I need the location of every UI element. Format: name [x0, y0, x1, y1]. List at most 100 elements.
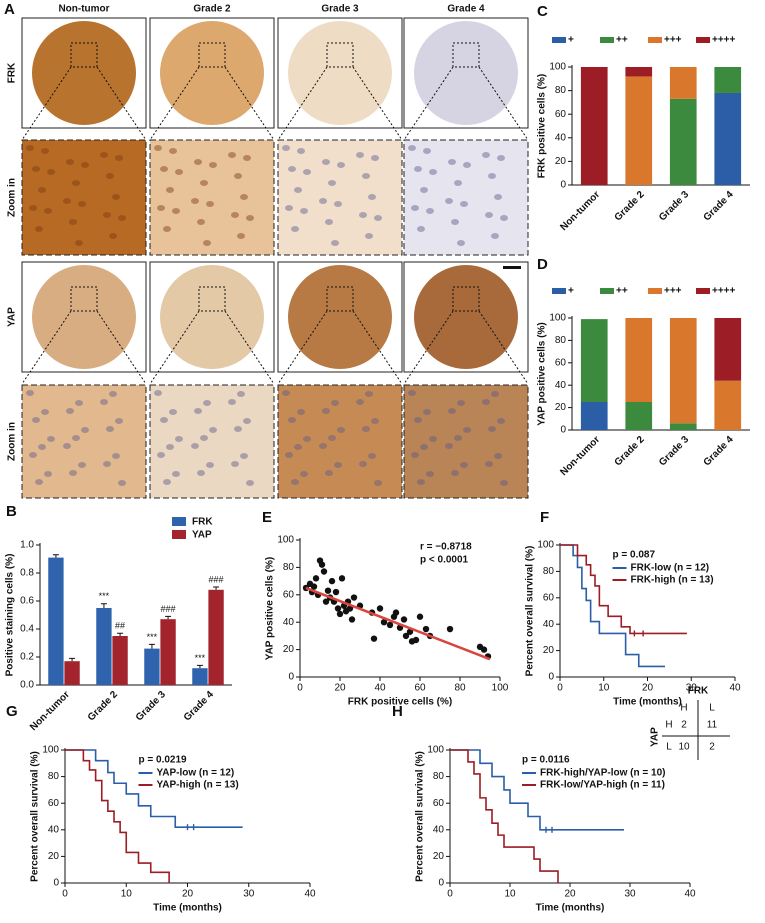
cell-nucleus: [325, 470, 333, 476]
y-tick-label: 40: [283, 617, 295, 628]
y-tick-label: 60: [433, 798, 445, 809]
y-tick-label: 60: [543, 592, 555, 603]
cell-nucleus: [423, 148, 431, 154]
x-tick-label: Grade 4: [702, 189, 736, 223]
error-bar: [196, 664, 203, 669]
zoom-guide: [224, 66, 275, 141]
bar-segment: [669, 67, 697, 99]
cell-nucleus: [228, 152, 236, 158]
cell-nucleus: [414, 166, 422, 172]
survival-curve: [450, 749, 624, 831]
cell-nucleus: [282, 145, 290, 151]
table-col: L: [709, 703, 715, 714]
bar-segment: [669, 318, 697, 424]
cell-nucleus: [491, 233, 499, 239]
legend-label: ++: [616, 286, 628, 297]
tissue-core: [32, 265, 136, 369]
legend-label: FRK-low/YAP-high (n = 11): [540, 780, 665, 791]
zoom-box: [452, 286, 480, 312]
x-tick-label: Grade 4: [702, 434, 736, 468]
zoom-image: [149, 139, 275, 256]
y-tick-label: 20: [543, 645, 555, 656]
cell-nucleus: [365, 391, 373, 397]
x-tick-label: 20: [182, 889, 194, 900]
y-tick-label: 100: [549, 62, 566, 73]
legend-swatch: [696, 288, 710, 294]
cell-nucleus: [160, 166, 168, 172]
cell-nucleus: [26, 390, 34, 396]
table-h: FRK H L YAP H 2 11 L 10 2: [650, 686, 730, 760]
zoom-guide: [352, 310, 403, 385]
cell-nucleus: [231, 461, 239, 467]
y-tick-label: 0.6: [20, 596, 34, 607]
y-tick-label: 100: [42, 745, 59, 756]
cell-nucleus: [29, 205, 37, 211]
bar-segment: [625, 76, 653, 185]
panel-letter: E: [262, 509, 272, 526]
cell-nucleus: [209, 162, 217, 168]
legend-label: +++: [664, 286, 682, 297]
cell-nucleus: [457, 400, 465, 406]
legend-swatch: [696, 37, 710, 43]
cell-nucleus: [44, 471, 52, 477]
cell-nucleus: [237, 233, 245, 239]
y-tick-label: 40: [433, 824, 445, 835]
row-label: FRK: [7, 62, 18, 83]
p-value: p = 0.0116: [522, 755, 570, 766]
legend-swatch: [172, 517, 186, 526]
legend-label: +++: [664, 35, 682, 46]
cell-nucleus: [29, 452, 37, 458]
zoom-guide: [96, 66, 147, 141]
cell-nucleus: [63, 198, 71, 204]
x-tick-label: Grade 2: [613, 189, 647, 223]
cell-nucleus: [172, 208, 180, 214]
legend-label: FRK-low (n = 12): [631, 563, 710, 574]
zoom-guide: [21, 66, 72, 141]
cell-nucleus: [500, 480, 508, 486]
table-row-title: YAP: [650, 727, 661, 747]
x-tick-label: Non-tumor: [558, 189, 602, 233]
bar: [112, 636, 128, 685]
x-tick-label: 40: [304, 889, 316, 900]
y-axis-label: Percent overall survival (%): [30, 751, 41, 882]
point: [386, 621, 394, 629]
zoom-guide: [277, 310, 328, 385]
table-title: FRK: [688, 686, 709, 697]
cell-nucleus: [154, 145, 162, 151]
x-tick-label: Grade 3: [657, 434, 691, 468]
x-axis-label: Time (months): [536, 903, 605, 914]
cell-nucleus: [359, 461, 367, 467]
cell-nucleus: [157, 452, 165, 458]
survival-curve: [65, 749, 170, 883]
cell-nucleus: [429, 436, 437, 442]
y-tick-label: 0: [288, 672, 294, 683]
legend-label: ++++: [712, 286, 736, 297]
cell-nucleus: [103, 461, 111, 467]
cell-nucleus: [331, 240, 339, 246]
cell-nucleus: [72, 180, 80, 186]
x-tick-label: 0: [557, 683, 563, 694]
y-axis-label: Percent overall survival (%): [525, 546, 536, 677]
y-tick-label: 20: [48, 851, 60, 862]
x-tick-label: Non-tumor: [558, 434, 602, 478]
cell-nucleus: [300, 208, 308, 214]
y-tick-label: 20: [555, 156, 567, 167]
cell-nucleus: [497, 155, 505, 161]
cell-nucleus: [172, 471, 180, 477]
cell-nucleus: [112, 194, 120, 200]
x-tick-label: 10: [121, 889, 133, 900]
x-tick-label: 20: [564, 889, 576, 900]
scale-bar: [503, 266, 521, 269]
bar-segment: [625, 67, 653, 77]
point: [422, 625, 430, 633]
survival-curve: [65, 749, 243, 828]
x-tick-label: Grade 2: [613, 434, 647, 468]
panel-letter: A: [4, 1, 15, 18]
x-tick-label: 80: [454, 683, 466, 694]
cell-nucleus: [319, 198, 327, 204]
y-tick-label: 60: [283, 589, 295, 600]
cell-nucleus: [328, 180, 336, 186]
cell-nucleus: [66, 159, 74, 165]
legend-label: +: [568, 286, 574, 297]
zoom-guide: [149, 310, 200, 385]
